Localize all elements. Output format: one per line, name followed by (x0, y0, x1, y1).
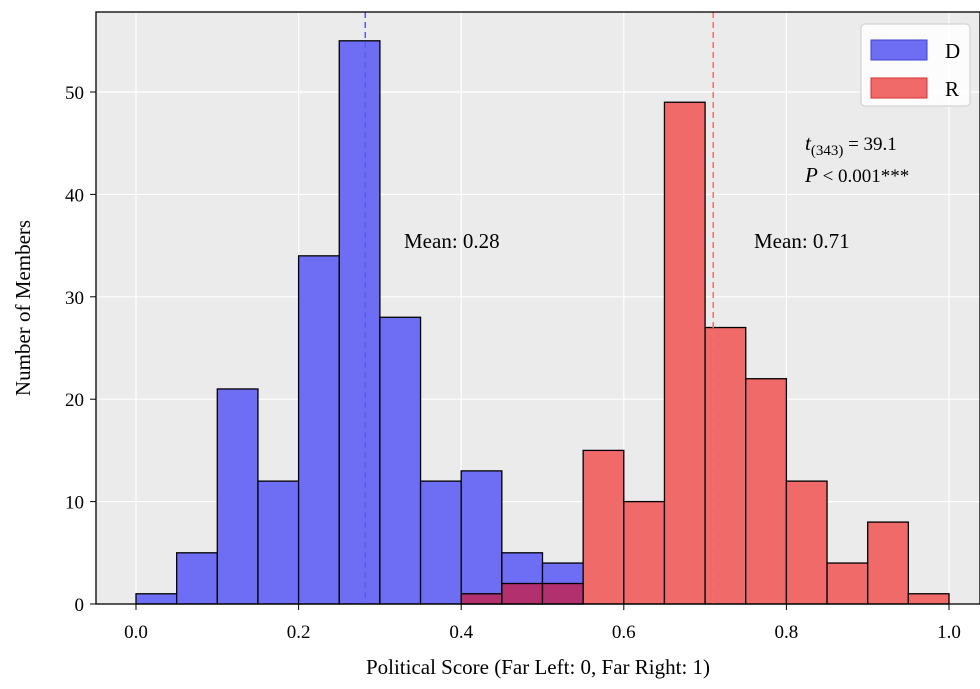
bar-r (582, 449, 625, 605)
bar-r (704, 326, 747, 605)
bar-r (785, 480, 828, 605)
legend-swatch-d (870, 39, 928, 61)
y-tick-label: 10 (65, 493, 84, 514)
bar-d (257, 480, 300, 605)
bar-d (135, 593, 178, 605)
p-value: P < 0.001*** (804, 163, 909, 187)
bar-r (826, 562, 869, 605)
bar-r (623, 500, 666, 605)
x-tick-label: 0.8 (775, 622, 799, 643)
legend-swatch-r (870, 77, 928, 99)
legend-label-d: D (945, 39, 960, 63)
bar-d (297, 255, 340, 605)
y-tick-label: 50 (65, 83, 84, 104)
y-tick-label: 30 (65, 288, 84, 309)
bar-overlap (541, 582, 584, 605)
mean-label-d: Mean: 0.28 (404, 229, 500, 253)
x-tick-label: 0.2 (287, 622, 311, 643)
mean-label-r: Mean: 0.71 (754, 229, 850, 253)
bar-overlap (460, 593, 503, 605)
bar-d (216, 388, 259, 605)
bar-d (379, 316, 422, 605)
bar-r (867, 521, 910, 605)
x-tick-label: 0.0 (124, 622, 148, 643)
legend-label-r: R (945, 77, 959, 101)
axis-ticks: 0.0 0.2 0.4 0.6 0.8 1.0 0 10 20 30 40 50 (65, 83, 961, 643)
y-tick-label: 40 (65, 185, 84, 206)
x-tick-label: 1.0 (937, 622, 961, 643)
bar-r (745, 378, 788, 605)
x-tick-label: 0.4 (449, 622, 473, 643)
bar-d (175, 552, 218, 605)
t-statistic: t(343) = 39.1 (805, 131, 897, 159)
series-d-bars (135, 40, 584, 605)
x-axis-label: Political Score (Far Left: 0, Far Right:… (366, 655, 710, 679)
bar-d (460, 470, 503, 605)
x-tick-label: 0.6 (612, 622, 636, 643)
series-r-bars (582, 101, 950, 605)
bar-r (907, 593, 950, 605)
y-tick-label: 20 (65, 390, 84, 411)
y-axis-label: Number of Members (11, 220, 35, 396)
bar-d (419, 480, 462, 605)
bar-r (663, 101, 706, 605)
bar-overlap (501, 582, 544, 605)
overlap-bars (460, 582, 584, 605)
bar-d (338, 40, 381, 605)
y-tick-label: 0 (75, 595, 85, 616)
legend: D R (860, 23, 971, 107)
mean-lines (364, 12, 714, 604)
plot-frame (95, 11, 980, 605)
